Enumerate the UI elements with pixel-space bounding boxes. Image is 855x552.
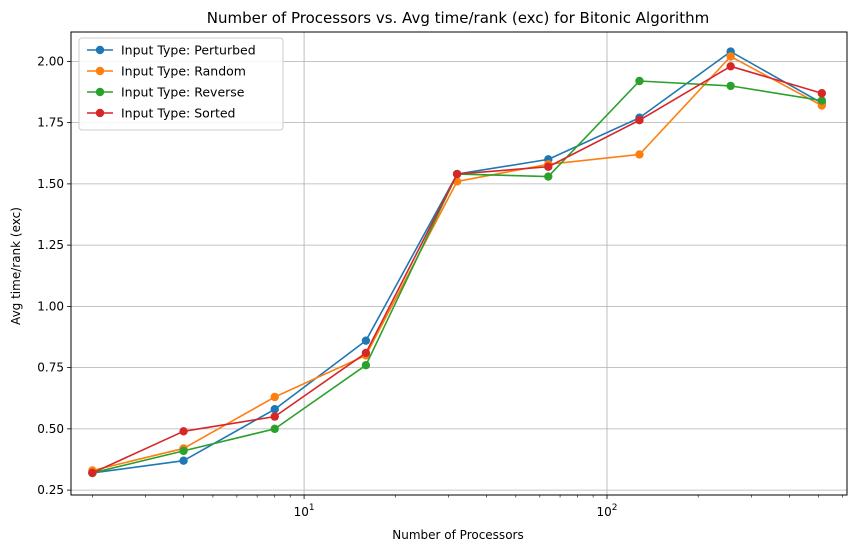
legend-entry-label: Input Type: Reverse: [121, 85, 245, 100]
data-point: [635, 115, 644, 125]
data-point: [817, 89, 827, 98]
legend-marker: [95, 66, 105, 76]
data-point: [726, 81, 735, 91]
data-point: [270, 412, 279, 421]
legend-box: [78, 37, 284, 131]
data-point: [361, 360, 371, 370]
data-point: [179, 446, 188, 456]
legend-entry-label: Input Type: Sorted: [121, 106, 235, 121]
data-point: [544, 162, 553, 171]
y-tick-label: 0.50: [37, 422, 64, 436]
y-axis-label: Avg time/rank (exc): [9, 207, 23, 325]
data-point: [270, 405, 279, 414]
series-layer: [88, 47, 827, 478]
y-tick-label: 1.00: [37, 299, 64, 313]
data-point: [544, 172, 553, 181]
x-tick-label: 102: [596, 503, 617, 519]
legend-marker: [95, 87, 105, 97]
y-tick-label: 2.00: [37, 54, 64, 68]
x-tick-label: 101: [294, 503, 315, 519]
legend-entry-label: Input Type: Random: [121, 64, 246, 79]
data-point: [726, 62, 735, 71]
data-point: [726, 52, 735, 61]
data-point: [635, 150, 644, 159]
plot-frame: [70, 31, 848, 496]
y-tick-label: 1.25: [37, 238, 64, 252]
data-point: [361, 336, 371, 345]
x-axis-label: Number of Processors: [392, 528, 523, 542]
legend: Input Type: Perturbed Input Type: Random I…: [78, 37, 284, 131]
data-point: [635, 76, 644, 86]
axis-ticks: 0.25 0.50 0.75 1.00 1.25 1.50 1.75 2.00 101 102: [37, 54, 843, 519]
legend-entry-label: Input Type: Perturbed: [121, 43, 256, 58]
data-point: [179, 456, 188, 465]
series-group: [88, 62, 827, 478]
legend-marker: [95, 108, 105, 118]
legend-marker: [95, 45, 105, 55]
y-tick-label: 1.75: [37, 116, 64, 130]
y-tick-label: 0.25: [37, 483, 64, 497]
data-point: [179, 427, 188, 436]
data-point: [270, 392, 279, 402]
data-point: [817, 96, 827, 105]
y-tick-label: 0.75: [37, 361, 64, 375]
chart-title: Number of Processors vs. Avg time/rank (…: [207, 9, 709, 27]
data-point: [88, 468, 97, 478]
y-tick-label: 1.50: [37, 177, 64, 191]
data-point: [361, 348, 371, 358]
data-point: [452, 169, 462, 179]
data-point: [270, 424, 279, 434]
